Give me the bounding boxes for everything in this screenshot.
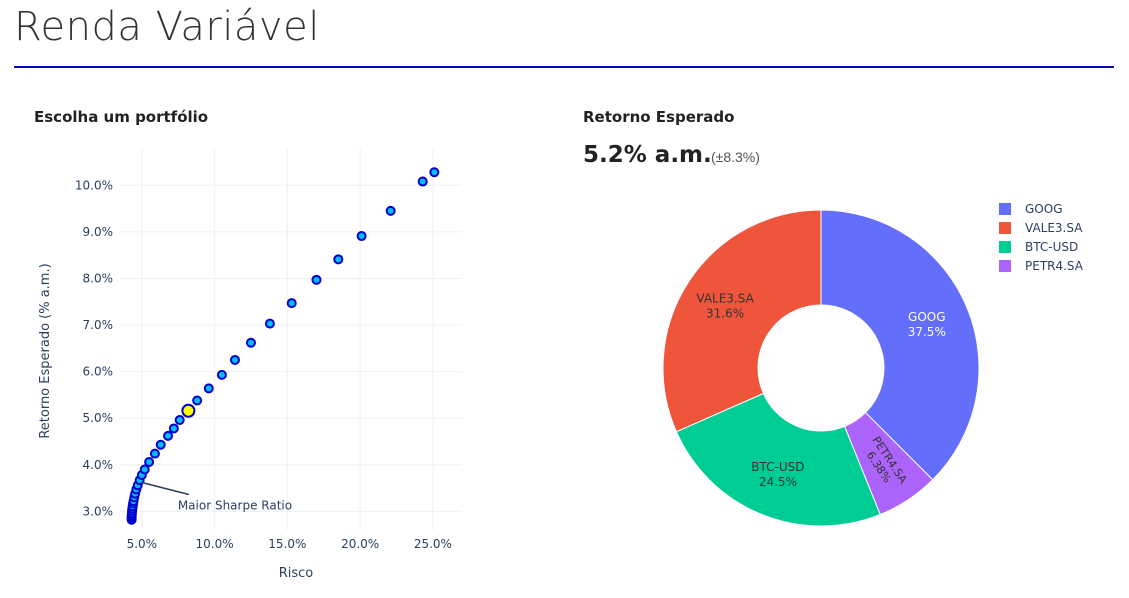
x-tick-label: 10.0% [196, 537, 234, 551]
y-tick-label: 5.0% [83, 411, 114, 425]
portfolio-point[interactable] [139, 464, 150, 475]
slice-label-percent: 24.5% [759, 475, 797, 489]
y-tick-label: 3.0% [83, 504, 114, 518]
portfolio-point[interactable] [311, 274, 322, 285]
slice-label-percent: 37.5% [908, 325, 946, 339]
donut-slice[interactable] [662, 209, 822, 433]
expected-return-value: 5.2% a.m. [583, 142, 712, 168]
y-tick-label: 4.0% [83, 458, 114, 472]
x-tick-label: 15.0% [268, 537, 306, 551]
legend-swatch [999, 260, 1011, 272]
x-tick-label: 25.0% [414, 537, 452, 551]
portfolio-point[interactable] [333, 254, 344, 265]
selected-portfolio-point[interactable] [181, 403, 196, 418]
legend-label: PETR4.SA [1025, 259, 1084, 273]
portfolio-point[interactable] [216, 369, 227, 380]
y-tick-label: 9.0% [83, 225, 114, 239]
x-tick-label: 20.0% [341, 537, 379, 551]
annotation-arrow [141, 481, 190, 496]
expected-return-title: Retorno Esperado [583, 108, 735, 126]
portfolio-point[interactable] [264, 318, 275, 329]
slice-label-name: BTC-USD [751, 460, 804, 474]
slice-label-percent: 31.6% [706, 306, 744, 320]
legend-item[interactable]: GOOG [999, 202, 1063, 216]
legend-swatch [999, 222, 1011, 234]
portfolio-point[interactable] [144, 456, 155, 467]
legend-item[interactable]: PETR4.SA [999, 259, 1084, 273]
y-axis-label: Retorno Esperado (% a.m.) [38, 263, 53, 438]
legend-item[interactable]: VALE3.SA [999, 221, 1083, 235]
legend-label: GOOG [1025, 202, 1063, 216]
legend-swatch [999, 241, 1011, 253]
slice-label-name: VALE3.SA [696, 291, 754, 305]
donut-slice[interactable] [820, 209, 980, 481]
portfolio-point[interactable] [168, 423, 179, 434]
efficient-frontier-chart[interactable]: 5.0% 10.0% 15.0% 20.0% 25.0% 3.0% 4.0% 5.0% 6.0%… [0, 130, 560, 595]
legend-label: VALE3.SA [1025, 221, 1083, 235]
expected-return-uncertainty: (±8.3%) [711, 149, 760, 165]
page-title: Renda Variável [14, 4, 320, 50]
portfolio-point[interactable] [356, 231, 367, 242]
legend-label: BTC-USD [1025, 240, 1078, 254]
portfolio-point[interactable] [429, 167, 440, 178]
portfolio-point[interactable] [149, 448, 160, 459]
portfolio-chart-title: Escolha um portfólio [34, 108, 209, 126]
portfolio-point[interactable] [174, 415, 185, 426]
x-axis-label: Risco [279, 566, 314, 581]
title-divider [14, 66, 1114, 68]
legend-swatch [999, 203, 1011, 215]
donut-slice[interactable] [675, 392, 881, 527]
portfolio-point[interactable] [245, 337, 256, 348]
legend-item[interactable]: BTC-USD [999, 240, 1078, 254]
portfolio-point[interactable] [163, 430, 174, 441]
x-tick-label: 5.0% [127, 537, 158, 551]
portfolio-point[interactable] [155, 439, 166, 450]
y-tick-label: 10.0% [75, 178, 113, 192]
slice-label-name: GOOG [908, 310, 946, 324]
allocation-donut-chart[interactable]: GOOG37.5%PETR4.SA6.38%BTC-USD24.5%VALE3.… [600, 180, 1120, 550]
portfolio-point[interactable] [192, 395, 203, 406]
annotation-label: Maior Sharpe Ratio [178, 498, 292, 512]
portfolio-point[interactable] [385, 205, 396, 216]
y-tick-label: 6.0% [83, 365, 114, 379]
y-tick-label: 7.0% [83, 318, 114, 332]
portfolio-point[interactable] [286, 298, 297, 309]
portfolio-point[interactable] [417, 176, 428, 187]
portfolio-point[interactable] [229, 354, 240, 365]
y-tick-label: 8.0% [83, 271, 114, 285]
portfolio-point[interactable] [203, 383, 214, 394]
